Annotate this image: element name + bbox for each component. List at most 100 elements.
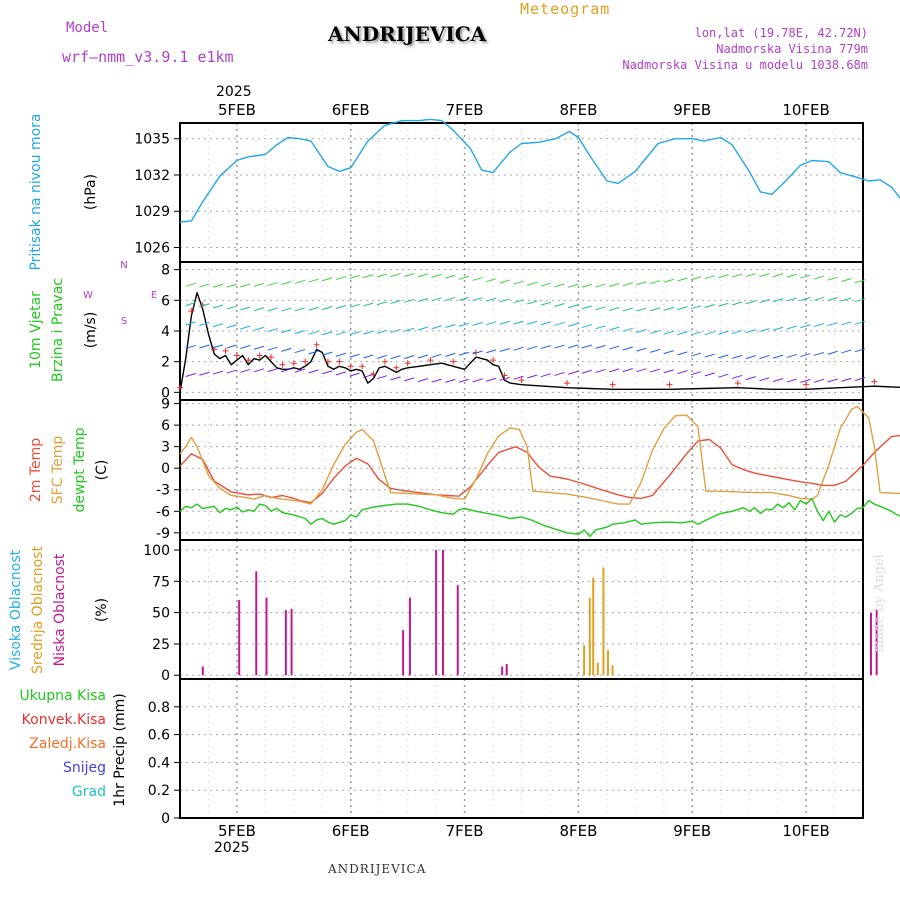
wind-arrow <box>786 273 797 278</box>
wind-arrow <box>731 354 743 359</box>
wind-arrow <box>527 281 538 286</box>
wind-arrow <box>458 296 470 301</box>
wind-arrow <box>226 369 237 374</box>
wind-arrow <box>595 306 606 311</box>
wind-arrow <box>253 282 265 287</box>
wind-arrow <box>445 274 456 279</box>
wind-arrow <box>540 321 551 326</box>
wind-arrow <box>445 378 456 383</box>
wind-arrow <box>445 296 456 301</box>
wind-arrow <box>540 282 551 287</box>
wind-arrow <box>322 306 333 310</box>
wind-arrow <box>622 346 633 351</box>
series-line <box>179 405 900 505</box>
wind-arrow <box>417 273 429 278</box>
model-name: wrf—nmm_v3.9.1 e1km <box>62 48 234 66</box>
wind-arrow <box>322 351 333 356</box>
wind-arrow <box>581 344 592 349</box>
wind-arrow <box>690 371 702 376</box>
wind-arrow <box>649 348 661 353</box>
wind-arrow <box>431 325 442 330</box>
wind-arrow <box>813 323 825 328</box>
wind-arrow <box>417 378 429 383</box>
wind-arrow <box>663 278 674 283</box>
wind-arrow <box>376 329 388 334</box>
footer-location: ANDRIJEVICA <box>328 862 427 876</box>
wind-arrow <box>486 321 497 326</box>
x-tick-label-top: 6FEB <box>332 101 370 119</box>
series-line <box>179 292 900 393</box>
wind-arrow <box>499 279 511 284</box>
precip-legend-item: Grad <box>72 784 106 800</box>
panel-frame <box>179 399 864 541</box>
precip-axis-label: 1hr Precip (mm) <box>112 693 128 806</box>
wind-arrow <box>404 354 415 359</box>
wind-arrow <box>854 320 866 325</box>
wind-arrow <box>308 350 319 355</box>
wind-arrow <box>527 374 538 379</box>
x-tick-label-top: 5FEB <box>218 101 256 119</box>
wind-arrow <box>499 320 511 325</box>
wind-arrow <box>431 273 442 278</box>
y-tick-label: 75 <box>152 574 170 590</box>
wind-arrow <box>335 352 347 357</box>
wind-arrow <box>854 279 866 284</box>
wind-axis-label-2: Brzina i Pravac <box>50 278 66 382</box>
watermark: made by Angel <box>872 554 887 652</box>
gust-marker <box>336 358 343 365</box>
wind-arrow <box>185 372 196 377</box>
wind-arrow <box>827 297 838 301</box>
y-tick-label: -9 <box>156 526 170 542</box>
dir-east: E <box>151 290 157 301</box>
wind-arrow <box>363 302 374 307</box>
wind-arrow <box>813 296 825 301</box>
wind-arrow <box>663 350 674 355</box>
gust-marker <box>222 347 229 354</box>
wind-arrow <box>677 306 688 311</box>
wind-arrow <box>540 345 551 350</box>
wind-arrow <box>854 348 866 353</box>
wind-arrow <box>185 344 196 349</box>
panel-frame <box>179 678 864 819</box>
y-tick-label: 4 <box>161 324 170 340</box>
gust-marker <box>324 358 331 365</box>
wind-arrow <box>581 324 592 329</box>
wind-arrow <box>390 273 401 278</box>
wind-arrow <box>772 273 784 278</box>
wind-arrow <box>212 370 224 375</box>
x-tick-label-bottom: 9FEB <box>673 822 711 840</box>
x-tick-label-top: 10FEB <box>782 101 829 119</box>
wind-arrow <box>267 346 278 351</box>
wind-arrow <box>322 370 333 375</box>
wind-arrow <box>472 378 483 383</box>
wind-arrow <box>335 304 347 309</box>
gust-marker <box>177 384 183 391</box>
wind-arrow <box>759 299 770 304</box>
wind-arrow <box>499 347 511 352</box>
wind-arrow <box>827 276 838 281</box>
gust-marker <box>427 357 434 364</box>
wind-arrow <box>636 281 647 286</box>
wind-arrow <box>445 324 456 328</box>
temp-unit-label: (C) <box>94 460 110 481</box>
temp2m-axis-label: 2m Temp <box>28 438 44 502</box>
wind-arrow <box>841 349 852 354</box>
wind-arrow <box>376 354 388 359</box>
precip-legend-item: Snijeg <box>63 760 106 776</box>
wind-arrow <box>786 325 797 330</box>
y-tick-label: 6 <box>161 293 170 309</box>
x-tick-label-top: 8FEB <box>559 101 597 119</box>
wind-arrow <box>431 297 442 302</box>
wind-arrow <box>472 276 483 281</box>
wind-arrow <box>349 353 360 358</box>
wind-arrow <box>800 297 811 301</box>
wind-arrow <box>854 377 866 381</box>
wind-arrow <box>294 330 306 335</box>
wind-arrow <box>390 300 401 305</box>
gust-marker <box>564 380 571 387</box>
wind-arrow <box>813 351 825 356</box>
wind-arrow <box>622 368 633 373</box>
wind-arrow <box>813 378 825 383</box>
wind-arrow <box>499 376 511 381</box>
wind-arrow <box>212 323 224 328</box>
